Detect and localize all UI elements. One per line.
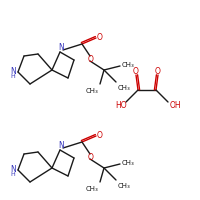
Text: O: O	[88, 154, 94, 162]
Text: N: N	[58, 142, 64, 150]
Text: CH₃: CH₃	[122, 62, 135, 68]
Text: N: N	[58, 44, 64, 52]
Text: O: O	[97, 32, 103, 42]
Text: O: O	[88, 55, 94, 64]
Text: HO: HO	[115, 102, 127, 110]
Text: O: O	[97, 130, 103, 140]
Text: OH: OH	[169, 102, 181, 110]
Text: CH₃: CH₃	[85, 186, 98, 192]
Text: CH₃: CH₃	[118, 183, 131, 189]
Text: O: O	[155, 66, 161, 75]
Text: O: O	[133, 66, 139, 75]
Text: H: H	[11, 74, 15, 79]
Text: CH₃: CH₃	[122, 160, 135, 166]
Text: N: N	[10, 164, 16, 173]
Text: CH₃: CH₃	[118, 85, 131, 91]
Text: CH₃: CH₃	[85, 88, 98, 94]
Text: N: N	[10, 66, 16, 75]
Text: H: H	[11, 172, 15, 178]
